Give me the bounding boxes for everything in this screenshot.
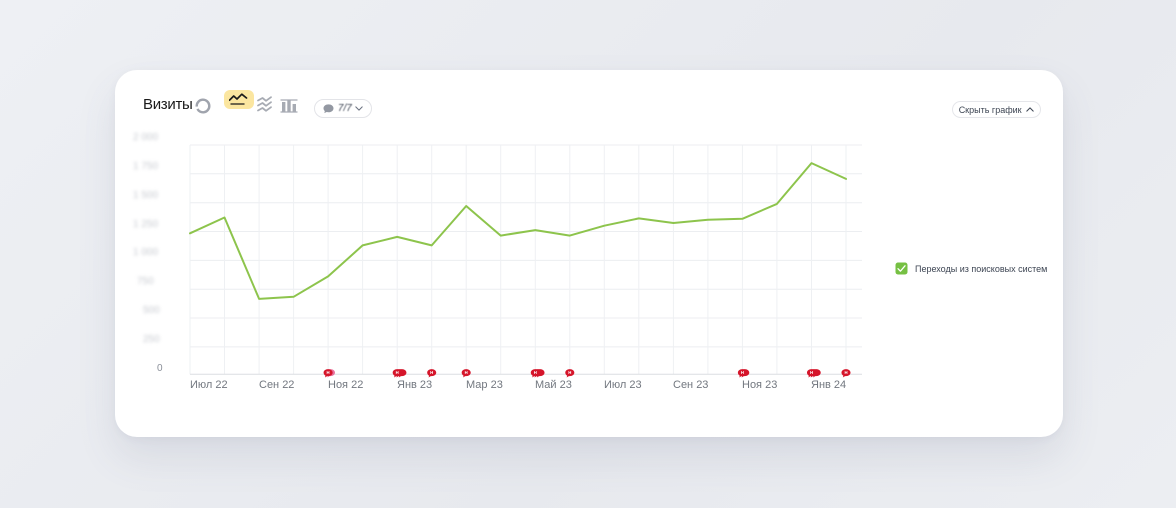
svg-text:H: H [844, 370, 847, 375]
svg-text:H: H [327, 370, 330, 375]
svg-text:H: H [810, 370, 813, 375]
svg-text:H: H [465, 370, 468, 375]
svg-text:H: H [430, 370, 433, 375]
svg-text:H: H [568, 370, 571, 375]
svg-text:H: H [396, 370, 399, 375]
svg-text:H: H [534, 370, 537, 375]
svg-text:H: H [741, 370, 744, 375]
